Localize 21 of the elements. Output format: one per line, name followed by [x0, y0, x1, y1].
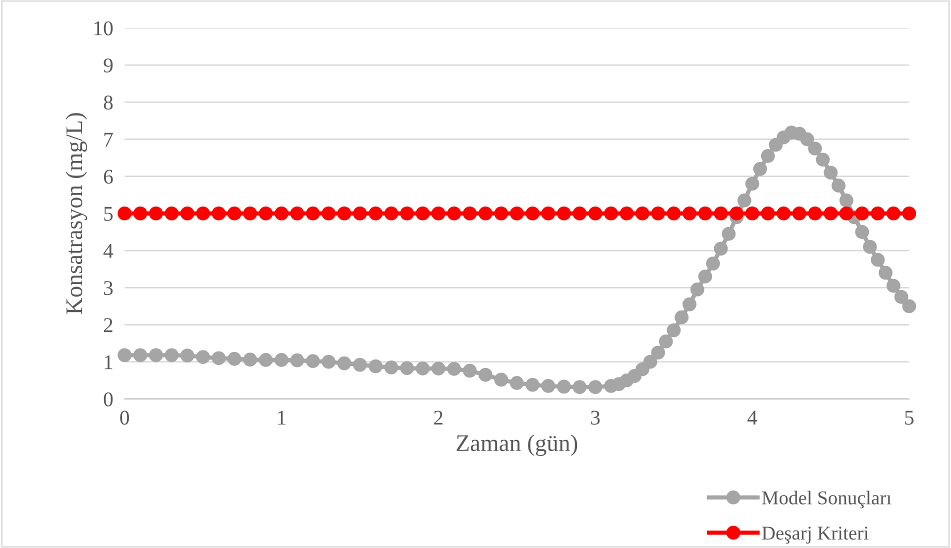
y-tick-label: 2 — [104, 318, 112, 332]
x-axis-title: Zaman (gün) — [456, 434, 578, 456]
x-tick-label: 1 — [278, 410, 286, 425]
y-tick-label: 3 — [104, 281, 113, 296]
y-axis-title: Konsatrasyon (mg/L) — [66, 113, 88, 314]
y-tick-label: 0 — [104, 392, 113, 406]
legend-label: Model Sonuçları — [762, 490, 892, 508]
x-tick-label: 3 — [591, 410, 600, 425]
x-tick-label: 2 — [434, 410, 442, 425]
x-tick-label: 5 — [905, 410, 914, 425]
x-tick-label: 4 — [747, 410, 758, 425]
legend-label: Deşarj Kriteri — [762, 526, 869, 544]
y-tick-label: 1 — [104, 355, 112, 370]
y-tick-label: 4 — [103, 244, 114, 258]
y-tick-label: 9 — [104, 58, 113, 72]
y-tick-label: 10 — [94, 21, 113, 36]
y-tick-label: 6 — [104, 170, 113, 184]
y-tick-label: 8 — [104, 96, 113, 110]
x-tick-label: 0 — [120, 410, 129, 425]
y-tick-label: 7 — [104, 132, 113, 146]
y-tick-label: 5 — [104, 207, 113, 221]
